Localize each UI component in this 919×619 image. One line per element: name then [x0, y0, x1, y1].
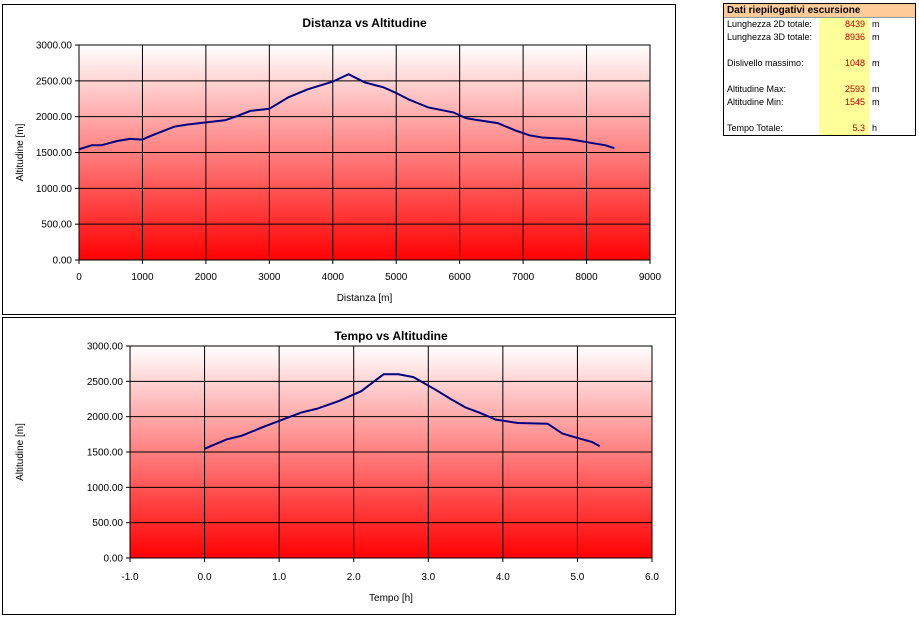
- y-tick-label: 2000.00: [87, 412, 124, 423]
- summary-row-length-2d: Lunghezza 2D totale: 8439 m: [724, 18, 915, 31]
- summary-spacer: [724, 109, 915, 122]
- summary-spacer: [724, 70, 915, 83]
- y-tick-label: 0.00: [104, 554, 124, 565]
- summary-value: 2593: [844, 84, 865, 94]
- x-tick-label: 1000: [131, 272, 154, 283]
- summary-label: Tempo Totale:: [727, 123, 783, 133]
- summary-value-cell: 8439: [819, 18, 869, 31]
- x-tick-label: 5000: [385, 272, 408, 283]
- summary-label: Lunghezza 2D totale:: [727, 19, 813, 29]
- y-axis-title: Altitudine [m]: [15, 123, 26, 181]
- y-tick-label: 3000.00: [87, 342, 124, 353]
- summary-label: Lunghezza 3D totale:: [727, 32, 813, 42]
- x-tick-label: -1.0: [121, 572, 139, 583]
- summary-label: Altitudine Max:: [727, 84, 787, 94]
- y-tick-label: 500.00: [92, 518, 123, 529]
- summary-unit: m: [872, 84, 880, 94]
- x-tick-label: 6000: [449, 272, 472, 283]
- y-tick-label: 2000.00: [36, 112, 73, 123]
- summary-row-total-time: Tempo Totale: 5.3 h: [724, 122, 915, 135]
- x-axis-title: Distanza [m]: [337, 293, 393, 304]
- x-tick-label: 4.0: [496, 572, 510, 583]
- x-tick-label: 0.0: [198, 572, 212, 583]
- x-tick-label: 9000: [639, 272, 662, 283]
- chart-title: Distanza vs Altitudine: [302, 16, 427, 30]
- summary-value-cell: 2593: [819, 83, 869, 96]
- summary-value: 1545: [844, 97, 865, 107]
- y-tick-label: 1000.00: [36, 184, 73, 195]
- y-tick-label: 1000.00: [87, 483, 124, 494]
- y-tick-label: 2500.00: [87, 377, 124, 388]
- x-tick-label: 1.0: [272, 572, 286, 583]
- summary-value: 8439: [844, 19, 865, 29]
- summary-table: Dati riepilogativi escursione Lunghezza …: [723, 3, 916, 136]
- summary-value: 8936: [844, 32, 865, 42]
- summary-unit: m: [872, 58, 880, 68]
- x-tick-label: 5.0: [570, 572, 584, 583]
- x-tick-label: 3.0: [421, 572, 435, 583]
- x-tick-label: 0: [76, 272, 82, 283]
- summary-unit: m: [872, 19, 880, 29]
- plot-frame: [78, 44, 651, 261]
- y-axis-title: Altitudine [m]: [15, 423, 26, 481]
- summary-unit: m: [872, 97, 880, 107]
- chart1-svg: 0 1000 2000 3000 4000 5000 6000 7000 8000 9000 0.0…: [15, 16, 662, 304]
- summary-value-cell: 8936: [819, 31, 869, 44]
- series-line-altitude: [78, 73, 615, 151]
- y-tick-label: 1500.00: [87, 448, 124, 459]
- summary-value-cell: 1048: [819, 57, 869, 70]
- summary-unit: h: [872, 123, 878, 133]
- y-tick-label: 0.00: [53, 256, 73, 267]
- x-tick-label: 4000: [322, 272, 345, 283]
- x-tick-label: 7000: [512, 272, 535, 283]
- summary-label: Dislivello massimo:: [727, 58, 804, 68]
- chart2-svg: -1.0 0.0 1.0 2.0 3.0 4.0 5.0 6.0 0.00 500.00 1000.…: [15, 329, 659, 604]
- x-tick-label: 2000: [195, 272, 218, 283]
- summary-row-alt-max: Altitudine Max: 2593 m: [724, 83, 915, 96]
- summary-spacer: [724, 44, 915, 57]
- summary-value: 5.3: [852, 123, 865, 133]
- summary-label: Altitudine Min:: [727, 97, 784, 107]
- summary-row-alt-min: Altitudine Min: 1545 m: [724, 96, 915, 109]
- summary-header: Dati riepilogativi escursione: [724, 4, 915, 18]
- summary-value-cell: [819, 44, 869, 57]
- summary-value-cell: [819, 109, 869, 122]
- summary-value-cell: 1545: [819, 96, 869, 109]
- summary-unit: m: [872, 32, 880, 42]
- chart-distanza-altitudine: 0 1000 2000 3000 4000 5000 6000 7000 8000 9000 0.0…: [2, 4, 676, 315]
- y-tick-label: 2500.00: [36, 76, 73, 87]
- y-tick-label: 3000.00: [36, 41, 73, 52]
- y-tick-label: 500.00: [41, 220, 72, 231]
- x-tick-label: 8000: [575, 272, 598, 283]
- summary-row-max-drop: Dislivello massimo: 1048 m: [724, 57, 915, 70]
- y-tick-label: 1500.00: [36, 148, 73, 159]
- plot-frame: [129, 345, 653, 559]
- x-tick-label: 3000: [258, 272, 281, 283]
- chart-tempo-altitudine: -1.0 0.0 1.0 2.0 3.0 4.0 5.0 6.0 0.00 500.00 1000.…: [2, 317, 676, 615]
- chart-title: Tempo vs Altitudine: [334, 329, 448, 343]
- summary-value: 1048: [844, 58, 865, 68]
- summary-value-cell: [819, 70, 869, 83]
- summary-value-cell: 5.3: [819, 122, 869, 135]
- x-tick-label: 2.0: [347, 572, 361, 583]
- summary-row-length-3d: Lunghezza 3D totale: 8936 m: [724, 31, 915, 44]
- series-line-altitude: [204, 373, 601, 450]
- x-tick-label: 6.0: [645, 572, 659, 583]
- x-axis-title: Tempo [h]: [369, 593, 413, 604]
